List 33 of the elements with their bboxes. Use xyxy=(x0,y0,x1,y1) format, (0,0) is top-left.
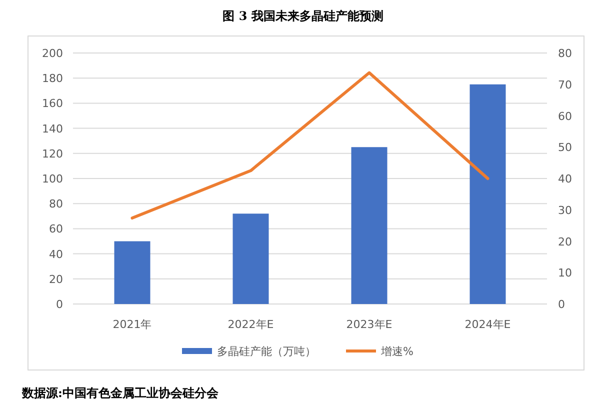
y2-tick-label: 70 xyxy=(558,78,572,92)
y-tick-label: 60 xyxy=(49,222,63,236)
y2-tick-label: 60 xyxy=(558,110,572,123)
y-tick-label: 120 xyxy=(42,147,63,160)
y2-tick-label: 50 xyxy=(558,141,572,154)
y-tick-label: 160 xyxy=(42,97,63,110)
bar xyxy=(351,147,388,304)
y2-tick-label: 30 xyxy=(558,204,572,217)
y-tick-label: 140 xyxy=(42,122,63,136)
y2-tick-label: 10 xyxy=(558,266,572,280)
y2-tick-label: 40 xyxy=(558,172,572,186)
y-tick-label: 0 xyxy=(56,298,63,311)
y-tick-label: 40 xyxy=(49,248,63,261)
line-series xyxy=(130,71,490,220)
bar xyxy=(114,241,150,304)
y-tick-label: 20 xyxy=(49,272,63,286)
x-tick-label: 2023年E xyxy=(346,318,392,331)
y-tick-label: 100 xyxy=(42,172,63,186)
chart-title: 图 3 我国未来多晶硅产能预测 xyxy=(222,9,384,23)
y-tick-label: 80 xyxy=(49,198,63,211)
bar xyxy=(470,84,506,304)
legend-label: 增速% xyxy=(380,345,414,358)
x-tick-label: 2024年E xyxy=(464,318,511,331)
x-tick-label: 2022年E xyxy=(228,318,274,331)
y2-tick-label: 80 xyxy=(558,47,572,60)
y2-tick-label: 20 xyxy=(558,235,572,248)
y2-tick-label: 0 xyxy=(558,298,565,311)
y-tick-label: 180 xyxy=(42,72,63,86)
text: 数据源:中国有色金属工业协会硅分会 xyxy=(21,386,220,400)
legend-label: 多晶硅产能（万吨） xyxy=(217,345,316,358)
x-tick-label: 2021年 xyxy=(112,318,152,331)
y-tick-label: 200 xyxy=(42,47,63,60)
bar xyxy=(232,214,269,304)
